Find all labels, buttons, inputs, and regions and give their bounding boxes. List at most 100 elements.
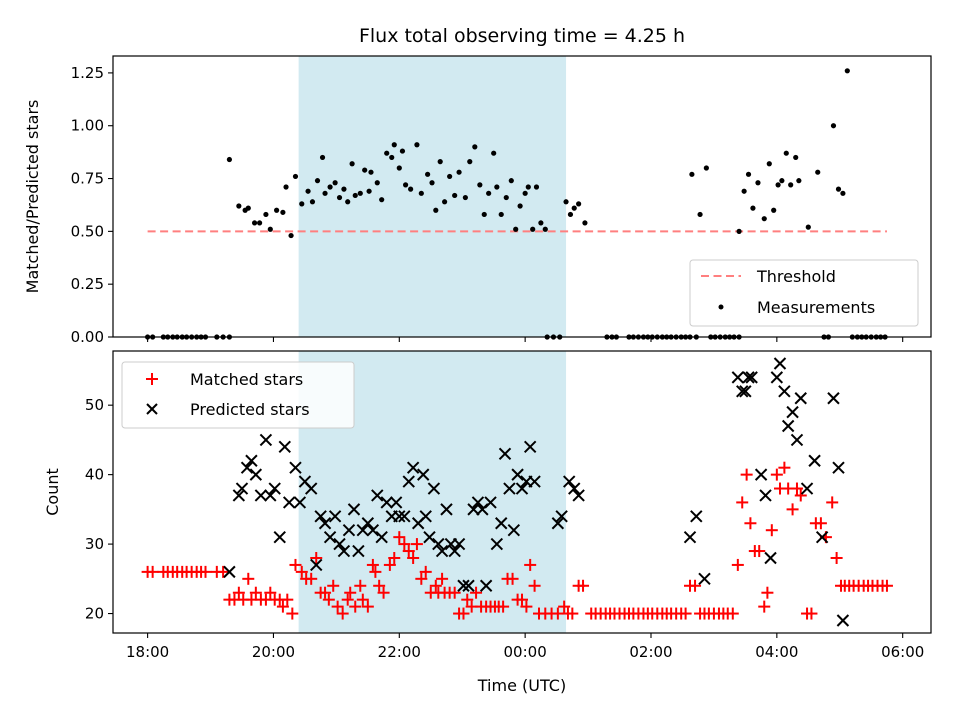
bottom-legend: Matched stars Predicted stars bbox=[121, 361, 355, 429]
measurement-point bbox=[332, 180, 338, 186]
measurement-point bbox=[305, 188, 311, 194]
x-tick-label: 18:00 bbox=[126, 643, 169, 661]
predicted-star-point bbox=[273, 530, 286, 544]
matched-star-point bbox=[319, 586, 332, 599]
matched-star-point bbox=[470, 586, 483, 599]
matched-star-point bbox=[436, 572, 449, 585]
predicted-star-point bbox=[471, 496, 485, 509]
measurement-point bbox=[319, 154, 326, 161]
predicted-star-point bbox=[781, 419, 795, 433]
matched-star-point bbox=[415, 572, 428, 585]
matched-star-point bbox=[689, 579, 702, 592]
bottom-x-ticks: 18:00 20:00 22:00 00:00 02:00 04:00 06:00 bbox=[126, 633, 924, 661]
predicted-star-point bbox=[342, 523, 356, 537]
predicted-star-point bbox=[800, 482, 814, 495]
predicted-star-point bbox=[490, 537, 504, 551]
measurement-point bbox=[745, 171, 752, 177]
predicted-star-point bbox=[778, 385, 791, 398]
y-tick-label: 0.00 bbox=[71, 328, 104, 346]
predicted-star-point bbox=[293, 496, 307, 509]
measurement-point bbox=[341, 186, 347, 192]
predicted-star-point bbox=[484, 496, 497, 509]
x-tick-label: 22:00 bbox=[378, 643, 421, 661]
matched-star-point bbox=[286, 607, 299, 620]
matched-star-point bbox=[249, 586, 262, 599]
measurement-point bbox=[236, 203, 242, 209]
predicted-star-point bbox=[511, 468, 524, 481]
bottom-panel: 20 30 40 50 18:00 20:00 22:00 00:00 02:00 04:00 0… bbox=[43, 350, 932, 695]
measurement-point bbox=[703, 165, 709, 171]
matched-star-point bbox=[744, 517, 757, 530]
measurement-point bbox=[288, 232, 294, 239]
matched-star-point bbox=[765, 524, 778, 537]
measurement-point bbox=[452, 192, 458, 199]
measurement-point bbox=[437, 159, 443, 165]
predicted-star-point bbox=[555, 510, 568, 523]
matched-star-point bbox=[327, 579, 340, 592]
measurement-point bbox=[418, 190, 424, 196]
measurement-point bbox=[374, 180, 380, 186]
matched-star-point bbox=[429, 579, 442, 592]
matched-star-point bbox=[388, 551, 401, 564]
matched-star-point bbox=[506, 572, 519, 585]
measurement-point bbox=[750, 205, 756, 211]
matched-star-point bbox=[281, 593, 294, 606]
measurement-point bbox=[414, 142, 420, 148]
measurement-point bbox=[477, 182, 483, 188]
matched-star-point bbox=[377, 586, 390, 599]
predicted-star-point bbox=[268, 482, 281, 495]
measurement-point bbox=[399, 148, 406, 154]
matched-star-point bbox=[322, 593, 335, 606]
measurement-point bbox=[429, 180, 435, 186]
matched-star-point bbox=[344, 586, 357, 599]
predicted-star-point bbox=[375, 530, 388, 544]
measurement-point bbox=[761, 216, 767, 222]
measurement-point bbox=[771, 207, 777, 213]
measurement-point bbox=[576, 201, 582, 207]
predicted-star-point bbox=[254, 489, 268, 502]
measurement-point bbox=[533, 184, 540, 190]
matched-star-point bbox=[276, 600, 289, 613]
predicted-star-point bbox=[232, 489, 246, 502]
measurement-point bbox=[462, 194, 468, 201]
matched-star-point bbox=[373, 579, 386, 592]
predicted-star-point bbox=[742, 371, 755, 384]
predicted-star-point bbox=[815, 530, 829, 544]
predicted-star-point bbox=[836, 614, 850, 627]
predicted-star-point bbox=[435, 544, 449, 558]
predicted-star-point bbox=[698, 572, 711, 586]
matched-star-point bbox=[794, 489, 807, 502]
legend-measurements-label: Measurements bbox=[757, 298, 875, 317]
measurement-point bbox=[498, 211, 504, 218]
predicted-star-point bbox=[770, 371, 784, 384]
measurement-point bbox=[322, 190, 328, 196]
matched-star-point bbox=[242, 572, 255, 585]
measurement-point bbox=[542, 226, 548, 232]
predicted-star-point bbox=[808, 454, 821, 467]
matched-star-point bbox=[551, 607, 564, 620]
measurement-point bbox=[788, 182, 794, 188]
y-tick-label: 0.25 bbox=[71, 275, 104, 293]
matched-star-point bbox=[758, 600, 771, 613]
predicted-star-point bbox=[731, 371, 745, 384]
predicted-star-point bbox=[245, 454, 258, 467]
matched-star-point bbox=[349, 600, 362, 613]
measurement-point bbox=[840, 190, 846, 196]
measurement-point bbox=[793, 154, 799, 161]
matched-star-point bbox=[305, 572, 318, 585]
measurement-point bbox=[491, 150, 497, 156]
predicted-star-point bbox=[827, 392, 840, 405]
measurement-point bbox=[391, 142, 397, 148]
matched-star-point bbox=[736, 496, 749, 509]
matched-star-point bbox=[461, 593, 474, 606]
x-tick-label: 06:00 bbox=[881, 643, 924, 661]
y-tick-label: 1.25 bbox=[71, 64, 104, 82]
matched-star-point bbox=[497, 600, 510, 613]
measurement-point bbox=[508, 178, 514, 184]
measurement-point bbox=[571, 205, 577, 211]
predicted-star-point bbox=[754, 468, 768, 481]
top-y-ticks: 0.00 0.25 0.50 0.75 1.00 1.25 bbox=[71, 64, 113, 346]
predicted-star-point bbox=[427, 482, 441, 495]
measurement-point bbox=[336, 194, 343, 201]
